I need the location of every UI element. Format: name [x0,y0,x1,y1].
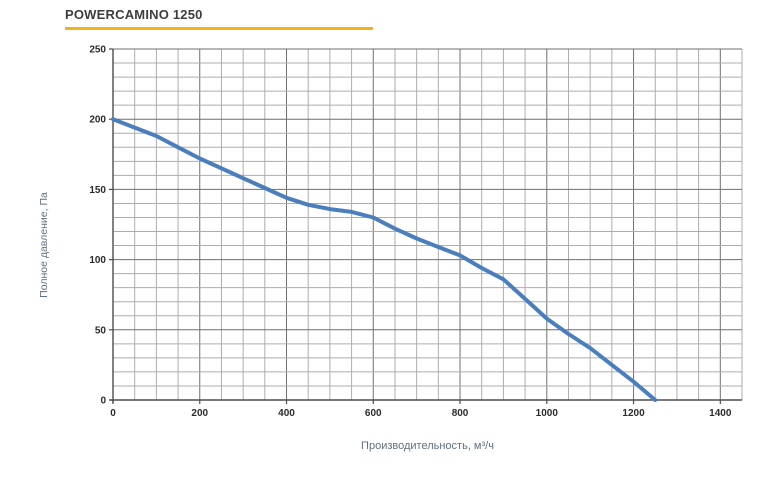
fan-curve [111,117,658,402]
x-tick-label: 400 [278,408,295,419]
y-tick-label: 100 [89,255,106,266]
y-tick-label: 0 [100,396,106,407]
x-tick-label: 1200 [622,408,645,419]
x-tick-label: 1000 [536,408,559,419]
x-axis-title: Производительность, м³/ч [361,440,494,452]
x-tick-label: 1400 [709,408,732,419]
y-tick-label: 250 [89,45,106,56]
y-tick-label: 50 [95,325,107,336]
chart-title: POWERCAMINO 1250 [65,7,203,22]
x-tick-label: 600 [365,408,382,419]
x-tick-label: 200 [191,408,208,419]
title-underline [65,27,373,30]
x-tick-label: 0 [110,408,116,419]
x-tick-label: 800 [452,408,469,419]
y-tick-label: 200 [89,115,106,126]
y-axis-title: Полное давление, Па [38,192,50,298]
y-tick-label: 150 [89,185,106,196]
